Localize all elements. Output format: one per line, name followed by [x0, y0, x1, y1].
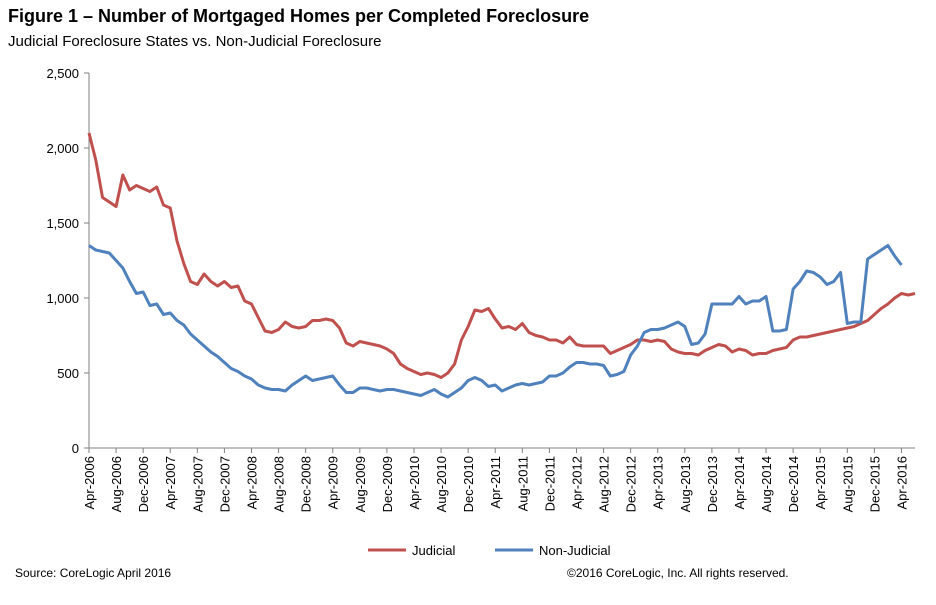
- x-tick-label: Apr-2009: [326, 456, 341, 509]
- y-tick-label: 500: [57, 366, 79, 381]
- x-tick-label: Aug-2015: [840, 456, 855, 512]
- x-tick-label: Apr-2007: [163, 456, 178, 509]
- y-tick-label: 2,500: [46, 66, 79, 81]
- legend-label-judicial: Judicial: [412, 543, 455, 558]
- source-note: Source: CoreLogic April 2016: [15, 566, 172, 580]
- series-line-judicial: [87, 132, 916, 379]
- x-tick-label: Dec-2012: [624, 456, 639, 512]
- x-tick-label: Aug-2006: [109, 456, 124, 512]
- series-lines: [87, 132, 916, 399]
- copyright-note: ©2016 CoreLogic, Inc. All rights reserve…: [567, 566, 789, 580]
- x-tick-label: Apr-2006: [82, 456, 97, 509]
- x-tick-label: Aug-2007: [190, 456, 205, 512]
- x-tick-label: Aug-2010: [434, 456, 449, 512]
- legend-label-non-judicial: Non-Judicial: [539, 543, 611, 558]
- x-tick-label: Dec-2011: [542, 456, 557, 511]
- y-tick-label: 2,000: [46, 141, 79, 156]
- x-tick-label: Dec-2015: [867, 456, 882, 512]
- x-tick-label: Aug-2009: [353, 456, 368, 512]
- y-axis-ticks: 0 500 1,000 1,500 2,000 2,500: [46, 66, 89, 456]
- x-tick-label: Dec-2008: [299, 456, 314, 512]
- series-line-non-judicial: [88, 244, 903, 399]
- y-tick-label: 0: [72, 441, 79, 456]
- x-tick-label: Apr-2012: [569, 456, 584, 509]
- x-tick-label: Apr-2010: [407, 456, 422, 509]
- x-tick-label: Aug-2011: [515, 456, 530, 511]
- chart-subtitle: Judicial Foreclosure States vs. Non-Judi…: [8, 33, 382, 50]
- x-tick-label: Aug-2014: [759, 456, 774, 512]
- x-tick-label: Apr-2014: [732, 456, 747, 509]
- x-axis-ticks: Apr-2006 Aug-2006 Dec-2006 Apr-2007 Aug-2007…: [82, 448, 909, 512]
- x-tick-label: Dec-2006: [136, 456, 151, 512]
- x-tick-label: Dec-2007: [217, 456, 232, 512]
- y-tick-label: 1,000: [46, 291, 79, 306]
- x-tick-label: Dec-2014: [786, 456, 801, 512]
- x-tick-label: Dec-2010: [461, 456, 476, 512]
- x-tick-label: Aug-2008: [272, 456, 287, 512]
- chart-title: Figure 1 – Number of Mortgaged Homes per…: [8, 6, 590, 26]
- x-tick-label: Dec-2013: [705, 456, 720, 512]
- chart-legend: Judicial Non-Judicial: [368, 543, 611, 558]
- x-tick-label: Apr-2008: [244, 456, 259, 509]
- x-tick-label: Apr-2016: [894, 456, 909, 509]
- x-tick-label: Apr-2013: [651, 456, 666, 509]
- x-tick-label: Aug-2012: [597, 456, 612, 512]
- x-tick-label: Apr-2015: [813, 456, 828, 509]
- x-tick-label: Apr-2011: [488, 456, 503, 509]
- y-tick-label: 1,500: [46, 216, 79, 231]
- x-tick-label: Dec-2009: [380, 456, 395, 512]
- x-tick-label: Aug-2013: [678, 456, 693, 512]
